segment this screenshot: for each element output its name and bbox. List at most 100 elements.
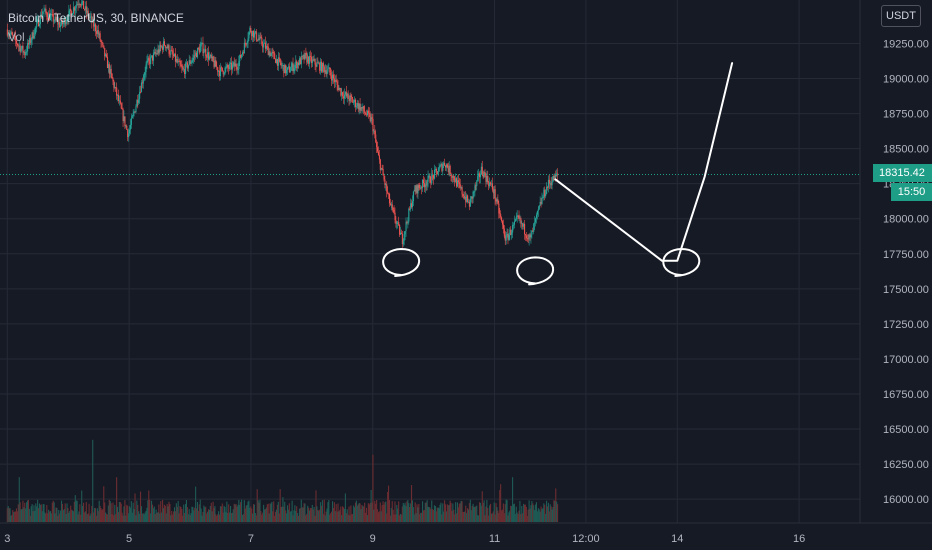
volume-bar <box>298 508 300 522</box>
volume-bar <box>246 505 248 522</box>
volume-bar <box>429 507 431 522</box>
candle-body <box>243 42 245 54</box>
candle-body <box>418 184 420 188</box>
volume-bar <box>46 504 48 522</box>
volume-bar <box>98 500 100 522</box>
volume-bar <box>42 504 44 522</box>
candle-body <box>297 62 299 69</box>
candle-body <box>356 103 358 107</box>
volume-bar <box>368 504 370 522</box>
volume-bar <box>402 502 404 522</box>
candle-body <box>400 232 402 235</box>
candle-body <box>167 45 169 49</box>
volume-bar <box>542 508 544 522</box>
volume-indicator-label[interactable]: Vol <box>8 30 25 44</box>
volume-bar <box>536 511 538 522</box>
volume-bar <box>238 499 240 522</box>
volume-bar <box>213 507 215 522</box>
volume-bar <box>44 512 46 522</box>
candle-body <box>354 99 356 103</box>
volume-bar <box>191 506 193 522</box>
volume-bar <box>517 514 519 522</box>
candle-body <box>58 22 60 25</box>
candle-body <box>242 52 245 54</box>
volume-bar <box>87 513 89 522</box>
volume-bar <box>94 507 96 522</box>
volume-bar <box>33 505 35 522</box>
volume-bar <box>170 515 172 522</box>
candle-body <box>316 62 318 67</box>
volume-bar <box>156 513 158 522</box>
volume-bar <box>476 505 478 522</box>
symbol-title[interactable]: Bitcoin / TetherUS, 30, BINANCE <box>8 11 184 25</box>
time-scale-background[interactable] <box>0 523 932 550</box>
candle-body <box>331 75 333 81</box>
candle-body <box>516 215 518 218</box>
volume-bar <box>85 502 87 522</box>
volume-bar <box>455 513 458 522</box>
candle-body <box>245 43 247 45</box>
candle-body <box>21 45 23 49</box>
candle-body <box>321 63 324 72</box>
volume-bar <box>469 499 471 522</box>
volume-bar <box>144 512 146 522</box>
volume-bar <box>143 514 145 522</box>
candle-body <box>508 234 510 240</box>
volume-bar <box>340 506 342 522</box>
volume-bar <box>388 485 390 522</box>
candle-body <box>10 32 12 34</box>
candle-body <box>490 183 493 185</box>
volume-bar <box>470 510 472 522</box>
user-drawings[interactable] <box>382 62 734 286</box>
candle-body <box>68 10 70 21</box>
candle-body <box>465 197 467 202</box>
candle-body <box>36 21 38 27</box>
volume-bar <box>51 502 53 522</box>
volume-bar <box>101 510 103 522</box>
volume-bar <box>107 505 109 522</box>
volume-bar <box>224 507 226 522</box>
candle-body <box>193 55 195 58</box>
candle-body <box>241 54 243 58</box>
candle-body <box>85 6 87 13</box>
candle-body <box>492 189 494 194</box>
candle-body <box>283 65 285 74</box>
candle-body <box>310 56 312 63</box>
candle-body <box>378 155 380 160</box>
candle-body <box>512 225 514 233</box>
volume-bar <box>319 509 321 522</box>
time-tick-label: 5 <box>126 533 132 545</box>
candle-body <box>523 223 525 227</box>
candle-body <box>349 95 351 102</box>
volume-bar <box>355 500 357 522</box>
volume-bar <box>286 513 288 522</box>
volume-bar <box>549 504 551 522</box>
candle-body <box>25 52 27 56</box>
currency-unit-button[interactable]: USDT <box>881 5 921 27</box>
candle-body <box>132 113 134 117</box>
volume-bar <box>15 511 17 522</box>
volume-bar <box>96 508 98 522</box>
volume-bar <box>178 513 180 522</box>
volume-bar <box>277 501 279 522</box>
volume-bar <box>229 512 231 522</box>
candle-body <box>385 184 387 186</box>
candle-body <box>459 184 461 188</box>
price-scale-background[interactable] <box>860 0 932 523</box>
volume-bar <box>275 509 278 522</box>
candle-body <box>160 44 162 48</box>
volume-bar <box>100 508 102 522</box>
candle-body <box>548 179 550 184</box>
candle-body <box>306 54 308 63</box>
candle-body <box>207 52 209 58</box>
volume-bar <box>6 508 8 522</box>
candle-body <box>196 48 199 58</box>
candle-body <box>220 67 222 69</box>
candle-body <box>553 175 555 181</box>
candle-body <box>460 187 462 188</box>
candle-body <box>219 67 222 77</box>
candle-body <box>470 196 472 199</box>
candle-body <box>526 238 528 239</box>
